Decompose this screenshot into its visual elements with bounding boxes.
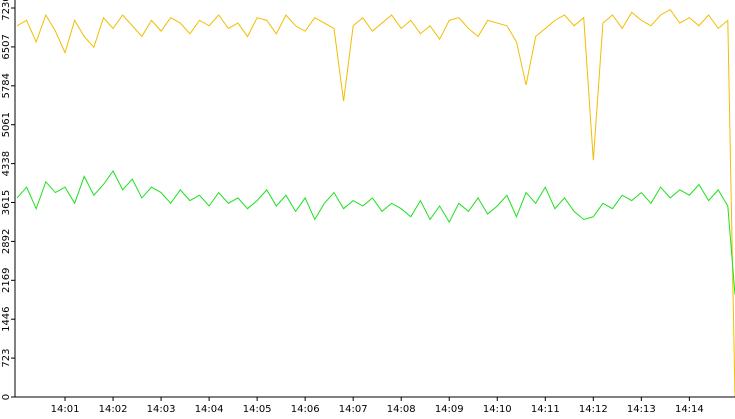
y-tick-label: 2892 <box>1 229 12 254</box>
y-tick-label: 0 <box>1 394 12 400</box>
x-tick-label: 14:10 <box>483 404 512 415</box>
x-tick-label: 14:03 <box>147 404 176 415</box>
y-tick-label: 5061 <box>1 112 12 137</box>
series-line <box>16 170 735 295</box>
y-tick-label: 1446 <box>1 306 12 331</box>
y-tick-label: 3615 <box>1 190 12 215</box>
x-tick-label: 14:01 <box>51 404 80 415</box>
series-line <box>16 8 735 398</box>
x-tick-label: 14:09 <box>435 404 464 415</box>
x-tick-label: 14:08 <box>387 404 416 415</box>
x-tick-label: 14:11 <box>531 404 560 415</box>
x-tick-label: 14:02 <box>99 404 128 415</box>
y-tick-label: 2169 <box>1 268 12 293</box>
x-tick-label: 14:13 <box>627 404 656 415</box>
x-tick-label: 14:04 <box>195 404 224 415</box>
x-tick-label: 14:12 <box>579 404 608 415</box>
y-tick-label: 4338 <box>1 151 12 176</box>
x-tick-label: 14:07 <box>339 404 368 415</box>
y-tick-label: 5784 <box>1 73 12 98</box>
x-tick-label: 14:06 <box>291 404 320 415</box>
y-tick-label: 6507 <box>1 34 12 59</box>
x-tick-label: 14:05 <box>243 404 272 415</box>
y-tick-label: 723 <box>1 349 12 368</box>
y-tick-label: 7230 <box>1 0 12 21</box>
x-tick-label: 14:14 <box>675 404 704 415</box>
